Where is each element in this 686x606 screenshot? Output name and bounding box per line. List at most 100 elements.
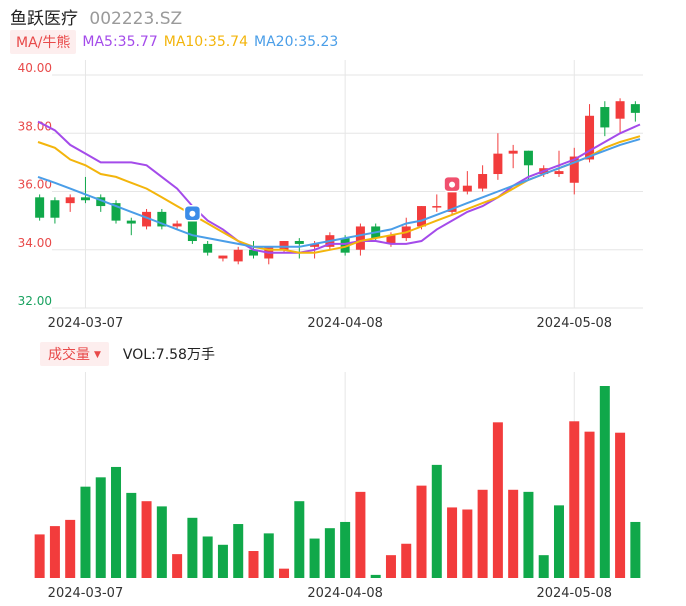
candle-body	[96, 197, 106, 207]
volume-bar	[630, 521, 641, 578]
stock-code: 002223.SZ	[89, 9, 183, 29]
volume-bar	[599, 386, 610, 578]
volume-bar	[508, 489, 519, 578]
volume-bar	[156, 506, 167, 578]
y-tick-label: 34.00	[18, 236, 52, 250]
candle-body	[386, 235, 396, 244]
ma10-label: MA10:35.74	[163, 34, 249, 50]
volume-bar	[584, 431, 595, 578]
ma5-line	[37, 120, 641, 254]
x-tick-label: 2024-05-08	[536, 586, 612, 601]
candle-body	[493, 153, 503, 175]
volume-bar	[538, 555, 549, 578]
candle-body	[157, 211, 167, 227]
volume-legend: 成交量 ▼ VOL:7.58万手	[40, 342, 215, 366]
stock-header: 鱼跃医疗 002223.SZ	[10, 4, 182, 29]
volume-bar	[385, 555, 396, 578]
volume-bar	[447, 507, 458, 578]
ma20-line	[37, 138, 641, 248]
candle-body	[340, 238, 350, 253]
ma20-label: MA20:35.23	[254, 34, 339, 50]
y-tick-label: 40.00	[18, 61, 52, 75]
volume-toggle-button[interactable]: 成交量 ▼	[40, 342, 109, 366]
volume-bar	[477, 489, 488, 578]
x-tick-label: 2024-04-08	[307, 586, 383, 601]
volume-bar	[187, 517, 198, 578]
volume-bar	[370, 574, 381, 578]
volume-bar	[34, 534, 45, 578]
candle-body	[508, 150, 518, 154]
candle-body	[523, 150, 533, 166]
volume-bar	[279, 568, 290, 578]
volume-bar	[340, 521, 351, 578]
candle-body	[80, 197, 90, 201]
volume-bar	[431, 464, 442, 578]
y-tick-label: 32.00	[18, 294, 52, 308]
volume-bar	[553, 505, 564, 578]
x-tick-label: 2024-05-08	[536, 316, 612, 331]
volume-bar	[217, 544, 228, 578]
candle-body	[478, 174, 488, 189]
volume-bar	[492, 422, 503, 578]
candle-body	[585, 115, 595, 160]
volume-bar	[141, 501, 152, 578]
volume-bar	[172, 554, 183, 578]
candle-body	[218, 255, 228, 259]
ma-legend: MA/牛熊 MA5:35.77 MA10:35.74 MA20:35.23	[10, 30, 344, 54]
candle-body	[355, 226, 365, 250]
x-tick-label: 2024-03-07	[48, 586, 124, 601]
candle-body	[462, 185, 472, 192]
candle-body	[554, 171, 564, 175]
candle-body	[233, 249, 243, 262]
candle-body	[432, 206, 442, 208]
candle-body	[310, 243, 320, 247]
volume-bar	[65, 519, 76, 578]
volume-bar	[49, 526, 60, 578]
ma-toggle-button[interactable]: MA/牛熊	[10, 30, 77, 54]
volume-bar	[462, 509, 473, 578]
candle-body	[50, 200, 60, 218]
volume-bar	[80, 486, 91, 578]
candle-body	[172, 223, 182, 227]
volume-bar	[95, 477, 106, 578]
volume-bar	[248, 551, 259, 578]
candle-body	[187, 220, 197, 242]
volume-bar	[294, 501, 305, 578]
candle-body	[630, 104, 640, 113]
caret-down-icon: ▼	[94, 350, 101, 360]
volume-bar	[416, 485, 427, 578]
stock-name: 鱼跃医疗	[10, 9, 78, 29]
candle-body	[600, 107, 610, 128]
candle-body	[417, 206, 427, 227]
candle-body	[569, 156, 579, 183]
candle-body	[203, 243, 213, 253]
volume-bar	[523, 491, 534, 578]
volume-bar	[202, 536, 213, 578]
volume-bar	[309, 538, 320, 578]
volume-bar	[355, 491, 366, 578]
candle-body	[447, 191, 457, 212]
x-tick-label: 2024-04-08	[307, 316, 383, 331]
volume-bar	[126, 492, 137, 578]
candle-body	[142, 211, 152, 227]
candle-body	[65, 197, 75, 204]
volume-bar	[324, 528, 335, 578]
bull-marker-dot	[189, 210, 196, 217]
volume-bar	[401, 543, 412, 578]
y-tick-label: 38.00	[18, 119, 52, 133]
bull-marker-dot	[449, 181, 456, 188]
y-tick-label: 36.00	[18, 178, 52, 192]
candle-body	[615, 101, 625, 119]
volume-value: VOL:7.58万手	[122, 347, 215, 363]
volume-bar	[233, 524, 244, 578]
x-tick-label: 2024-03-07	[48, 316, 124, 331]
candle-body	[279, 241, 289, 250]
candle-body	[248, 249, 258, 256]
candle-body	[126, 220, 136, 224]
volume-bar	[263, 533, 274, 578]
volume-bar	[111, 466, 122, 578]
ma10-line	[37, 135, 641, 254]
volume-bar	[569, 421, 580, 578]
candle-body	[294, 241, 304, 244]
